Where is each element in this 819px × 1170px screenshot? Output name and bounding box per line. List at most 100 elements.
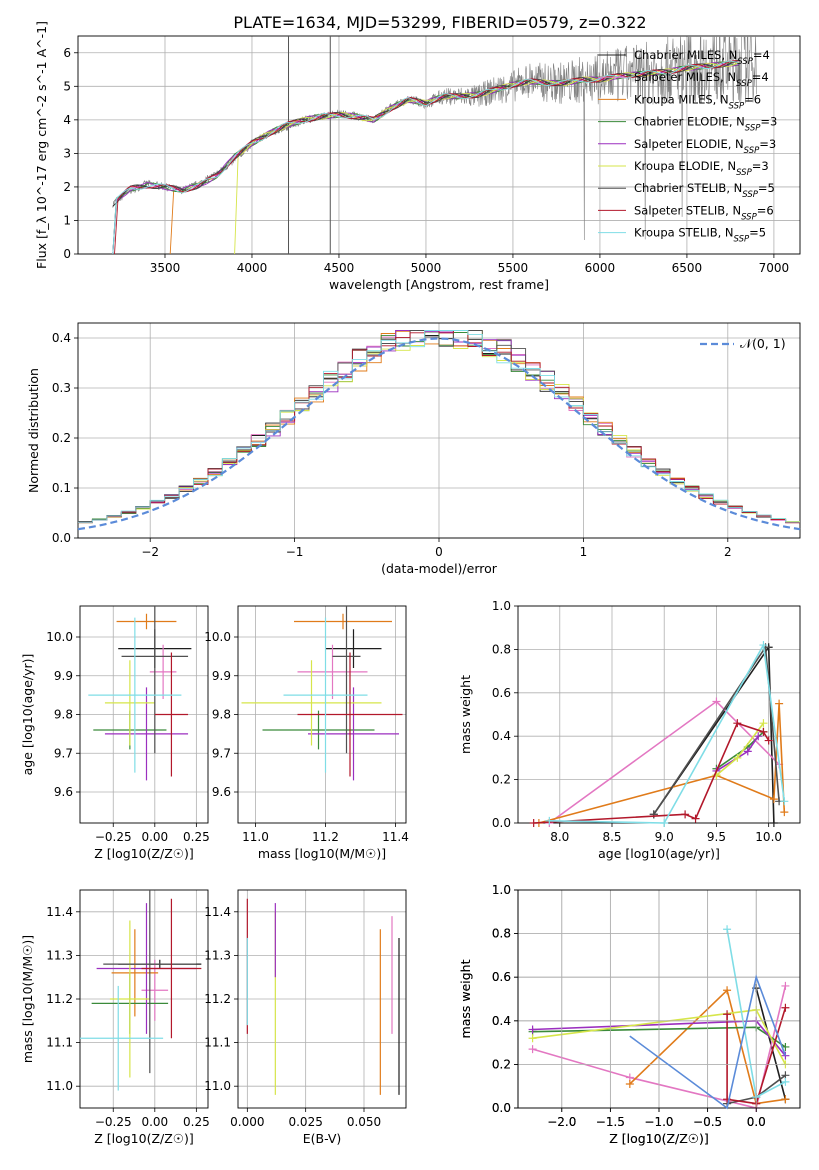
age_vs_mass-xlabel: mass [log10(M/M☉)] <box>258 846 386 861</box>
age_vs_mass-ytick-label: 9.9 <box>212 669 231 683</box>
mass_vs_Z-ylabel: mass [log10(M/M☉)] <box>20 935 35 1063</box>
spectrum-xtick-label: 7000 <box>759 261 790 275</box>
age_vs_Z-ylabel: age [log10(age/yr)] <box>20 654 35 776</box>
weight_vs_age-ytick-label: 0.2 <box>492 773 511 787</box>
legend-entry: Salpeter ELODIE, NSSP=3 <box>634 137 776 156</box>
residual-histogram <box>78 330 800 523</box>
age_vs_Z-ytick-label: 9.9 <box>54 669 73 683</box>
age_vs_mass-axes <box>234 605 407 827</box>
weight_vs_age-marker <box>759 727 768 736</box>
spectrum-ytick-label: 0 <box>63 247 71 261</box>
residual-histogram <box>78 330 800 524</box>
age_vs_mass-xtick-label: 11.2 <box>312 830 339 844</box>
weight_vs_Z-ytick-label: 1.0 <box>492 883 511 897</box>
weight_vs_age-ytick-label: 0.0 <box>492 816 511 830</box>
spectrum-xtick-label: 4000 <box>237 261 268 275</box>
spectrum-xtick-label: 4500 <box>324 261 355 275</box>
weight_vs_Z-ytick-label: 0.0 <box>492 1101 511 1115</box>
weight_vs_Z-ytick-label: 0.8 <box>492 927 511 941</box>
gaussian-legend-label: 𝒩(0, 1) <box>740 336 786 351</box>
figure-title: PLATE=1634, MJD=53299, FIBERID=0579, z=0… <box>233 13 646 32</box>
weight_vs_Z-ytick-label: 0.6 <box>492 970 511 984</box>
weight_vs_age-xtick-label: 9.0 <box>655 830 674 844</box>
weight_vs_Z-ytick-label: 0.8 <box>492 927 511 941</box>
weight_vs_age-marker <box>660 819 669 827</box>
weight_vs_Z-frame <box>517 889 801 1109</box>
weight_vs_age-marker <box>649 810 658 819</box>
spectrum-ylabel: Flux [f_λ 10^-17 erg cm^-2 s^-1 A^-1] <box>34 21 49 269</box>
weight-vs-Z-series <box>629 974 787 1110</box>
age_vs_Z-xtick-label: 0.25 <box>183 830 210 844</box>
weight_vs_age-ytick-label: 0.6 <box>492 686 511 700</box>
legend-entry: Kroupa MILES, NSSP=6 <box>634 92 761 111</box>
mass_vs_Z-ytick-label: 11.0 <box>46 1079 73 1093</box>
mass_vs_Z-axes <box>76 889 209 1112</box>
weight_vs_Z-ytick-label: 0.2 <box>492 1057 511 1071</box>
residuals-xtick-label: −1 <box>286 545 304 559</box>
age_vs_Z-xlabel: Z [log10(Z/Z☉)] <box>94 846 194 861</box>
weight_vs_Z-marker <box>723 925 732 934</box>
age_vs_Z-ytick-label: 10.0 <box>46 630 73 644</box>
weight_vs_age-xtick-label: 8.0 <box>550 830 569 844</box>
weight_vs_age-marker <box>754 732 763 741</box>
mass_vs_Z-xtick-label: 0.25 <box>183 1115 210 1129</box>
age_vs_mass-ytick-label: 9.8 <box>212 708 231 722</box>
age_vs_mass-xtick-label: 11.4 <box>382 830 409 844</box>
weight_vs_age-marker <box>775 699 784 708</box>
residuals-xtick-label: 2 <box>724 545 732 559</box>
age_vs_Z-ytick-label: 9.6 <box>54 785 73 799</box>
mass_vs_Z-xtick-label: 0.00 <box>141 1115 168 1129</box>
weight_vs_age-marker <box>733 719 742 728</box>
weight_vs_Z-series <box>532 985 787 1109</box>
mass_vs_ebv-axes <box>234 889 407 1112</box>
weight_vs_Z-xtick-label: −2.0 <box>547 1115 576 1129</box>
spectrum-ytick-label: 4 <box>63 113 71 127</box>
weight_vs_Z-marker <box>781 981 790 990</box>
mass_vs_Z-xtick-label: −0.25 <box>95 1115 132 1129</box>
gaussian-curve <box>77 337 801 531</box>
weight_vs_age-marker <box>681 810 690 819</box>
mass_vs_ebv-frame <box>237 889 407 1109</box>
mass_vs_Z-ytick-label: 11.1 <box>46 1036 73 1050</box>
model-spectrum-line <box>114 60 738 254</box>
model-spectrum-line <box>112 59 740 254</box>
weight_vs_age-marker <box>764 736 773 745</box>
residuals-ytick-label: 0.2 <box>52 431 71 445</box>
residuals-xtick-label: 1 <box>580 545 588 559</box>
weight_vs_age-marker <box>759 719 768 728</box>
weight_vs_age-ytick-label: 0.4 <box>492 729 511 743</box>
age_vs_mass-ytick-label: 9.7 <box>212 746 231 760</box>
legend-entry: Chabrier STELIB, NSSP=5 <box>634 181 775 200</box>
weight_vs_Z-marker <box>625 1080 634 1089</box>
weight_vs_age-series <box>533 722 770 824</box>
model-spectrum-line <box>112 62 740 254</box>
weight_vs_Z-xtick-label: −0.5 <box>693 1115 722 1129</box>
age_vs_Z-frame <box>79 605 209 824</box>
weight_vs_age-ytick-label: 0.8 <box>492 642 511 656</box>
residuals-ytick-label: 0.3 <box>52 381 71 395</box>
weight_vs_age-marker <box>743 747 752 756</box>
model-spectrum-line <box>112 60 740 254</box>
weight_vs_Z-ytick-label: 0.4 <box>492 1014 511 1028</box>
residual-histogram <box>78 330 800 523</box>
age_vs_Z-axes <box>76 605 209 827</box>
spectrum-ytick-label: 1 <box>63 213 71 227</box>
mass_vs_Z-ytick-label: 11.4 <box>46 905 73 919</box>
weight_vs_age-series <box>715 722 765 776</box>
mass_vs_ebv-xtick-label: 0.050 <box>347 1115 381 1129</box>
weight_vs_age-marker <box>529 819 538 827</box>
residuals-axes <box>74 322 801 542</box>
weight_vs_age-marker <box>712 697 721 706</box>
spectrum-ytick-label: 5 <box>63 79 71 93</box>
weight_vs_Z-marker <box>528 1025 537 1034</box>
legend-entry: Salpeter STELIB, NSSP=6 <box>634 203 774 222</box>
weight_vs_Z-marker <box>528 1034 537 1043</box>
spectrum-ytick-label: 6 <box>63 46 71 60</box>
weight_vs_Z-xlabel: Z [log10(Z/Z☉)] <box>609 1131 709 1146</box>
weight_vs_Z-xtick-label: 0.0 <box>747 1115 766 1129</box>
weight_vs_Z-xtick-label: −0.5 <box>693 1115 722 1129</box>
residuals-ytick-label: 0.4 <box>52 331 71 345</box>
mass_vs_Z-xlabel: Z [log10(Z/Z☉)] <box>94 1131 194 1146</box>
age_vs_Z-xtick-label: 0.00 <box>141 830 168 844</box>
weight_vs_Z-xtick-label: 0.0 <box>747 1115 766 1129</box>
